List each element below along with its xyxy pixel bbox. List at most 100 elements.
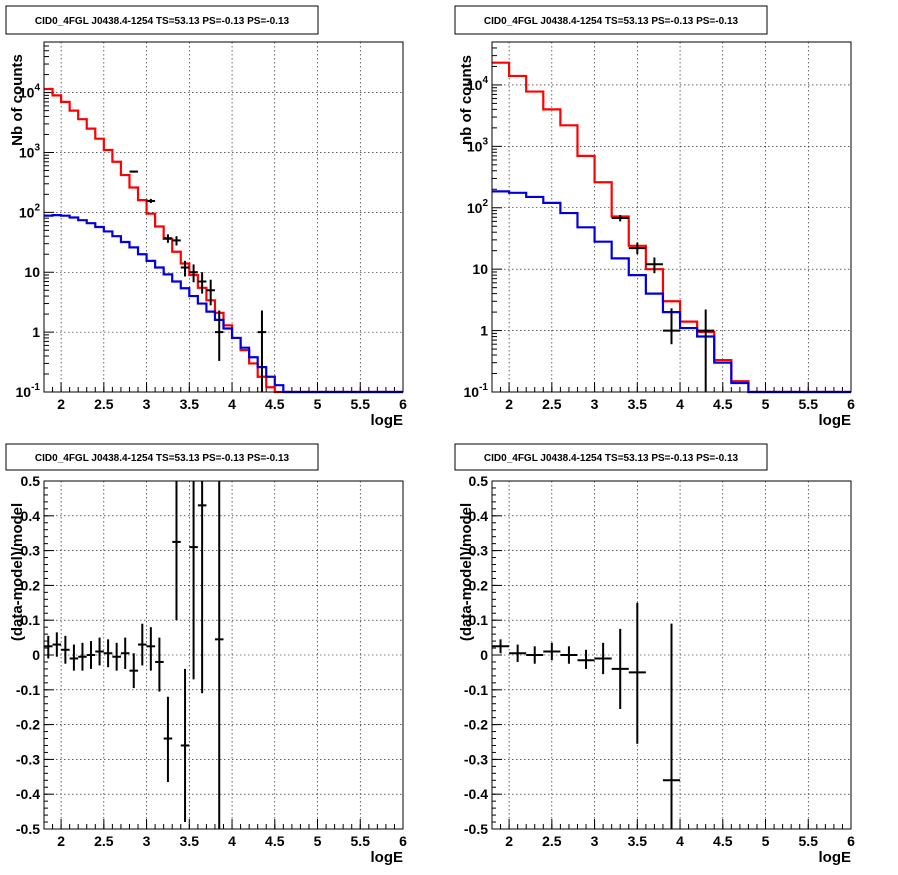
data-point	[628, 602, 646, 744]
y-axis-label: (data-model)/model	[458, 503, 475, 641]
panel-title: CID0_4FGL J0438.4-1254 TS=53.13 PS=-0.13…	[35, 16, 290, 27]
data-point	[197, 481, 207, 694]
data-point	[95, 637, 104, 666]
x-tick-label: 5	[762, 396, 770, 412]
data-point	[189, 264, 198, 283]
data-point	[86, 641, 96, 669]
x-tick-label: 4.5	[265, 833, 285, 849]
panel-title: CID0_4FGL J0438.4-1254 TS=53.13 PS=-0.13…	[484, 453, 739, 464]
x-tick-label: 6	[399, 833, 407, 849]
panel-bottom-left: CID0_4FGL J0438.4-1254 TS=53.13 PS=-0.13…	[5, 443, 407, 866]
y-axis-label: (data-model)/model	[9, 503, 26, 641]
x-tick-label: 2	[57, 396, 65, 412]
x-tick-label: 2	[505, 396, 513, 412]
y-tick-label: -0.2	[16, 717, 40, 733]
data-point	[138, 623, 147, 666]
y-tick-label: 0.1	[21, 612, 41, 628]
y-tick-label: 0.4	[21, 508, 41, 524]
x-tick-label: 5.5	[351, 396, 371, 412]
data-point	[214, 481, 224, 829]
data-point	[543, 642, 561, 661]
panel-bottom-right: CID0_4FGL J0438.4-1254 TS=53.13 PS=-0.13…	[454, 443, 855, 866]
data-point	[577, 649, 595, 669]
x-tick-label: 2.5	[542, 833, 562, 849]
x-tick-label: 3	[591, 833, 599, 849]
plot-frame	[43, 41, 404, 393]
x-tick-label: 5.5	[799, 396, 819, 412]
x-tick-label: 5	[762, 833, 770, 849]
panel-title: CID0_4FGL J0438.4-1254 TS=53.13 PS=-0.13…	[484, 16, 739, 27]
data-point	[180, 260, 190, 277]
y-tick-label: 104	[19, 83, 41, 101]
y-tick-label: 0.1	[469, 612, 489, 628]
data-point	[112, 642, 121, 671]
x-tick-label: 6	[847, 396, 855, 412]
plot-frame	[491, 41, 852, 393]
x-tick-label: 3	[591, 396, 599, 412]
y-tick-label: 0.3	[21, 543, 41, 559]
panel-top-right: CID0_4FGL J0438.4-1254 TS=53.13 PS=-0.13…	[454, 5, 855, 429]
y-tick-label: 103	[467, 136, 489, 154]
y-tick-label: 0	[480, 647, 488, 663]
x-tick-label: 6	[399, 396, 407, 412]
plot-frame	[491, 480, 852, 830]
panel-top-left: CID0_4FGL J0438.4-1254 TS=53.13 PS=-0.13…	[5, 5, 407, 429]
y-tick-label: 10-1	[464, 382, 489, 400]
x-tick-label: 3	[143, 396, 151, 412]
y-tick-label: -0.5	[16, 821, 40, 837]
data-point	[197, 272, 207, 294]
x-tick-label: 5	[314, 833, 322, 849]
y-tick-label: -0.4	[464, 786, 488, 802]
data-point	[645, 257, 663, 274]
data-point	[163, 234, 173, 243]
x-tick-label: 3	[143, 833, 151, 849]
data-point	[129, 653, 139, 689]
data-point	[206, 279, 215, 306]
y-tick-label: -0.5	[464, 821, 488, 837]
x-axis-label: logE	[371, 849, 404, 866]
data-point	[526, 646, 544, 664]
data-point	[180, 668, 190, 823]
y-tick-label: 0.3	[469, 543, 489, 559]
x-tick-label: 5.5	[351, 833, 371, 849]
data-point	[611, 215, 629, 222]
y-tick-label: -0.1	[16, 682, 40, 698]
y-tick-label: 0.5	[21, 473, 41, 489]
x-tick-label: 4.5	[713, 396, 733, 412]
model-source-histogram	[492, 190, 851, 394]
data-point	[172, 236, 181, 246]
data-point	[189, 481, 198, 680]
y-tick-label: 102	[19, 202, 41, 220]
x-tick-label: 6	[847, 833, 855, 849]
x-tick-label: 3.5	[180, 396, 200, 412]
x-tick-label: 2	[57, 833, 65, 849]
data-point	[509, 644, 527, 662]
data-point	[172, 481, 181, 621]
plot-frame	[43, 480, 404, 830]
y-tick-label: 1	[480, 323, 488, 339]
data-point	[662, 623, 681, 829]
data-point	[44, 635, 53, 659]
y-axis-label: nb of counts	[458, 55, 475, 145]
data-point	[257, 310, 267, 392]
y-tick-label: 1	[32, 324, 40, 340]
x-tick-label: 4	[676, 396, 684, 412]
y-tick-label: 10-1	[16, 382, 41, 400]
x-tick-label: 2.5	[94, 833, 114, 849]
data-point	[146, 198, 156, 204]
data-point	[628, 242, 646, 255]
x-tick-label: 4	[676, 833, 684, 849]
x-tick-label: 3.5	[628, 396, 648, 412]
x-tick-label: 5	[314, 396, 322, 412]
data-point	[163, 696, 173, 783]
x-axis-label: logE	[819, 849, 852, 866]
title-box	[5, 5, 319, 35]
data-point	[214, 310, 224, 361]
x-axis-label: logE	[371, 412, 404, 429]
x-axis-label: logE	[819, 412, 852, 429]
y-tick-label: 0.5	[469, 473, 489, 489]
data-point	[129, 170, 139, 173]
y-tick-label: 0	[32, 647, 40, 663]
data-point	[697, 309, 715, 392]
x-tick-label: 2	[505, 833, 513, 849]
